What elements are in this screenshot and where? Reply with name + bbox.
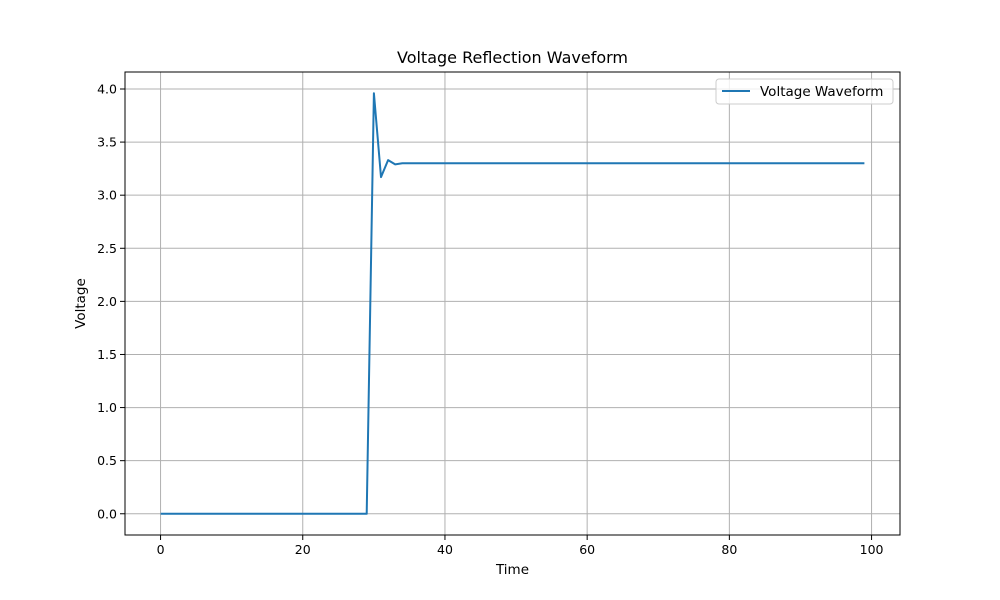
y-axis-title: Voltage (73, 278, 89, 329)
y-tick-label: 1.0 (97, 400, 117, 415)
y-tick-label: 3.5 (97, 135, 117, 150)
x-tick-label: 80 (721, 542, 737, 557)
x-axis-ticks: 0 20 40 60 80 100 (157, 535, 884, 557)
y-tick-label: 0.5 (97, 453, 117, 468)
legend: Voltage Waveform (715, 78, 894, 105)
y-tick-label: 4.0 (97, 81, 117, 96)
y-tick-label: 3.0 (97, 188, 117, 203)
grid-lines (125, 72, 900, 535)
y-axis-ticks: 0.0 0.5 1.0 1.5 2.0 2.5 3.0 3.5 4.0 (97, 81, 125, 521)
plot-frame (124, 71, 901, 536)
x-tick-label: 40 (437, 542, 453, 557)
x-axis-title: Time (495, 562, 529, 578)
y-tick-label: 2.0 (97, 294, 117, 309)
x-tick-label: 20 (295, 542, 311, 557)
series-layer (160, 92, 865, 515)
y-tick-label: 1.5 (97, 347, 117, 362)
y-tick-label: 2.5 (97, 241, 117, 256)
y-tick-label: 0.0 (97, 506, 117, 521)
x-tick-label: 0 (157, 542, 165, 557)
x-tick-label: 60 (579, 542, 595, 557)
legend-box (715, 78, 894, 105)
x-tick-label: 100 (860, 542, 884, 557)
legend-label-voltage-waveform: Voltage Waveform (760, 84, 883, 100)
chart-title: Voltage Reflection Waveform (397, 48, 628, 67)
series-line-voltage-waveform (160, 92, 865, 515)
